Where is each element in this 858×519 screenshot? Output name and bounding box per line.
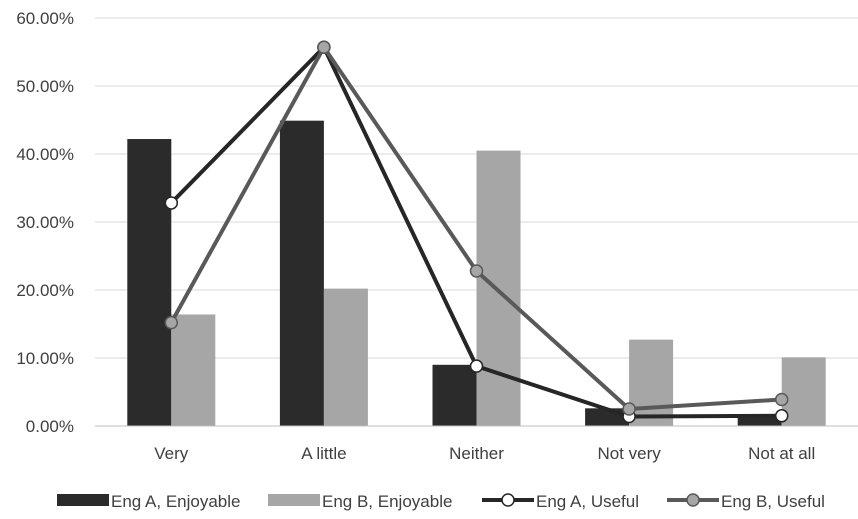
bar: [171, 314, 216, 426]
legend-label: Eng A, Enjoyable: [111, 492, 240, 511]
line-point: [774, 409, 789, 423]
bar: [127, 139, 172, 427]
legend: Eng A, Enjoyable Eng B, Enjoyable Eng A, U…: [57, 492, 825, 511]
y-tick-label: 20.00%: [16, 281, 74, 300]
legend-swatch: [57, 494, 109, 506]
line-point: [469, 359, 484, 373]
line-point: [164, 196, 179, 210]
legend-swatch: [268, 494, 320, 506]
bar: [323, 288, 368, 426]
legend-marker: [501, 493, 515, 507]
x-tick-label: Very: [154, 444, 189, 463]
y-tick-label: 50.00%: [16, 77, 74, 96]
line-point: [164, 315, 179, 330]
x-tick-label: Not at all: [748, 444, 815, 463]
line-point: [469, 264, 484, 278]
x-tick-label: A little: [301, 444, 346, 463]
legend-label: Eng B, Useful: [721, 492, 825, 511]
y-axis: 0.00% 10.00% 20.00% 30.00% 40.00% 50.00% 60.00…: [16, 9, 74, 436]
legend-marker: [686, 493, 700, 507]
bar: [737, 415, 782, 426]
bar: [629, 339, 674, 426]
y-tick-label: 10.00%: [16, 349, 74, 368]
line-point: [774, 392, 789, 407]
line-point: [317, 40, 331, 54]
y-tick-label: 40.00%: [16, 145, 74, 164]
line-point: [622, 402, 636, 416]
lines: [164, 40, 789, 424]
y-tick-label: 0.00%: [26, 417, 74, 436]
x-axis: Very A little Neither Not very Not at all: [95, 425, 858, 463]
bar: [279, 120, 324, 427]
legend-label: Eng A, Useful: [536, 492, 639, 511]
y-tick-label: 60.00%: [16, 9, 74, 28]
y-tick-label: 30.00%: [16, 213, 74, 232]
bar: [432, 364, 477, 426]
x-tick-label: Neither: [449, 444, 504, 463]
x-tick-label: Not very: [597, 444, 661, 463]
bar: [781, 357, 826, 426]
legend-label: Eng B, Enjoyable: [322, 492, 452, 511]
